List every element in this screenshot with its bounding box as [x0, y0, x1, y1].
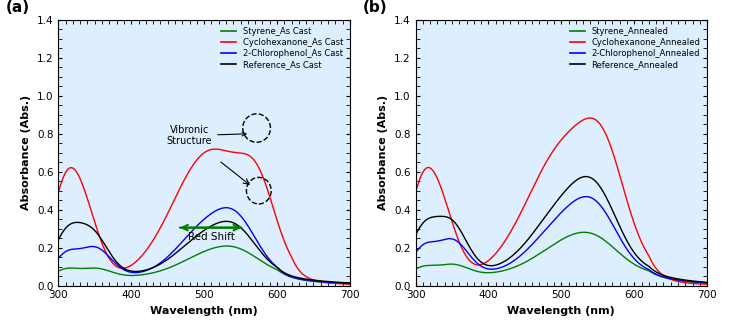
Legend: Styrene_Annealed, Cyclohexanone_Annealed, 2-Chlorophenol_Annealed, Reference_Ann: Styrene_Annealed, Cyclohexanone_Annealed… [567, 24, 703, 71]
Y-axis label: Absorbance (Abs.): Absorbance (Abs.) [21, 95, 31, 210]
Legend: Styrene_As Cast, Cyclohexanone_As Cast, 2-Chlorophenol_As Cast, Reference_As Cas: Styrene_As Cast, Cyclohexanone_As Cast, … [219, 24, 346, 71]
X-axis label: Wavelength (nm): Wavelength (nm) [150, 306, 258, 316]
Text: Vibronic
Structure: Vibronic Structure [167, 125, 246, 146]
Text: (a): (a) [6, 0, 30, 15]
Y-axis label: Absorbance (Abs.): Absorbance (Abs.) [378, 95, 389, 210]
X-axis label: Wavelength (nm): Wavelength (nm) [507, 306, 615, 316]
Text: (b): (b) [363, 0, 388, 15]
Text: Red Shift: Red Shift [188, 232, 235, 242]
